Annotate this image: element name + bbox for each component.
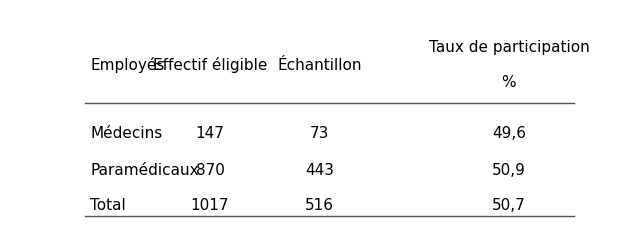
Text: 1017: 1017 xyxy=(191,197,229,212)
Text: Médecins: Médecins xyxy=(90,125,163,141)
Text: 516: 516 xyxy=(305,197,334,212)
Text: Échantillon: Échantillon xyxy=(277,58,362,73)
Text: Total: Total xyxy=(90,197,126,212)
Text: 147: 147 xyxy=(195,125,224,141)
Text: 50,7: 50,7 xyxy=(492,197,526,212)
Text: Paramédicaux: Paramédicaux xyxy=(90,163,199,177)
Text: 870: 870 xyxy=(195,163,224,177)
Text: Effectif éligible: Effectif éligible xyxy=(153,57,267,73)
Text: Taux de participation: Taux de participation xyxy=(428,40,590,55)
Text: %: % xyxy=(502,75,516,90)
Text: 50,9: 50,9 xyxy=(492,163,526,177)
Text: 73: 73 xyxy=(310,125,329,141)
Text: 49,6: 49,6 xyxy=(492,125,526,141)
Text: 443: 443 xyxy=(305,163,334,177)
Text: Employés: Employés xyxy=(90,57,165,73)
